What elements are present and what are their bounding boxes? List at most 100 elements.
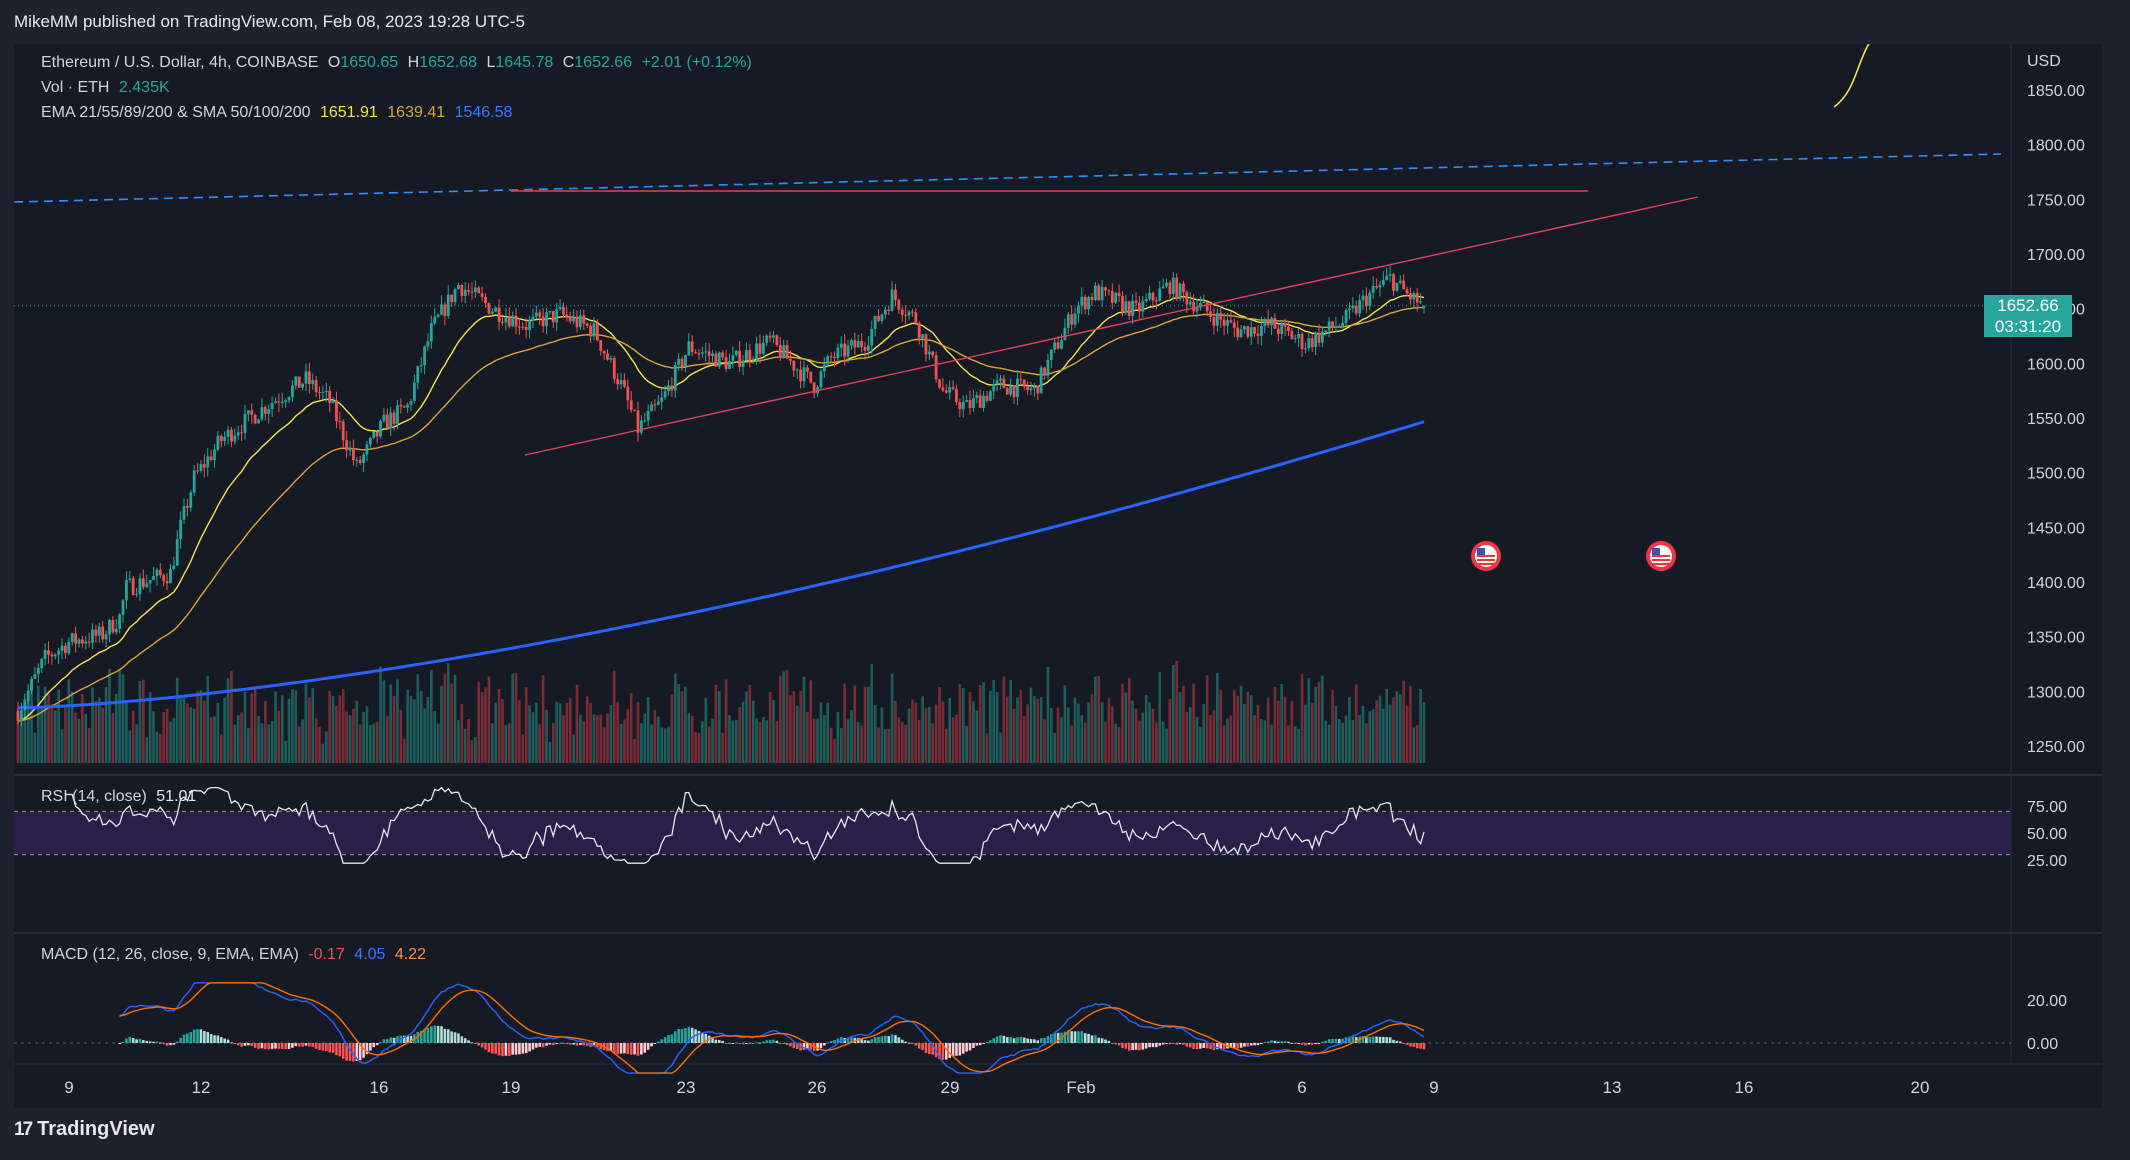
volume-bar <box>1249 695 1253 763</box>
volume-bar <box>643 713 647 763</box>
candle-body <box>1300 334 1304 350</box>
macd-hist-bar <box>243 1043 247 1046</box>
candle-body <box>77 639 81 644</box>
volume-bar <box>1141 712 1145 763</box>
chart-background <box>14 44 2102 1108</box>
macd-hist-bar <box>1036 1040 1040 1043</box>
candle-body <box>230 429 233 442</box>
candle-body <box>985 395 989 401</box>
volume-bar <box>711 718 714 763</box>
volume-bar <box>223 698 226 763</box>
candle-body <box>941 387 945 391</box>
macd-hist-bar <box>1124 1043 1128 1049</box>
candle-body <box>877 316 880 322</box>
candle-body <box>74 633 77 644</box>
candle-body <box>1029 388 1033 391</box>
candle-body <box>1388 274 1392 276</box>
volume-bar <box>209 717 213 763</box>
volume-bar <box>961 688 965 763</box>
macd-hist-bar <box>1287 1041 1290 1043</box>
candle-body <box>927 351 931 355</box>
macd-hist-bar <box>1300 1043 1304 1045</box>
macd-hist-bar <box>1290 1042 1294 1044</box>
candle-body <box>921 334 924 339</box>
tradingview-logo[interactable]: 17 TradingView <box>14 1118 155 1141</box>
candle-body <box>1151 292 1155 301</box>
macd-hist-bar <box>507 1043 511 1057</box>
candle-body <box>707 351 711 356</box>
volume-bar <box>37 685 40 763</box>
volume-bar <box>1283 696 1287 763</box>
macd-line <box>119 982 1425 1074</box>
volume-bar <box>728 714 731 763</box>
macd-hist-bar <box>1327 1039 1331 1043</box>
price-tick-label: 1750.00 <box>2027 192 2085 209</box>
macd-hist-bar <box>1222 1043 1226 1050</box>
candle-body <box>1273 318 1277 329</box>
macd-hist-bar <box>318 1043 321 1050</box>
macd-hist-bar <box>928 1043 931 1054</box>
macd-hist-bar <box>931 1043 935 1055</box>
candle-body <box>768 335 772 338</box>
time-tick-label: 9 <box>64 1078 73 1097</box>
volume-bar <box>1043 719 1046 763</box>
volume-bar <box>657 716 660 763</box>
macd-hist-bar <box>992 1038 996 1043</box>
macd-hist-bar <box>240 1043 243 1047</box>
candle-body <box>67 641 71 654</box>
candle-body <box>880 314 884 322</box>
volume-bar <box>680 691 684 763</box>
volume-bar <box>809 680 813 763</box>
volume-bar <box>707 726 711 763</box>
volume-bar <box>619 723 623 763</box>
volume-bar <box>402 738 406 763</box>
candle-body <box>1185 292 1189 305</box>
volume-bar <box>558 703 562 763</box>
volume-bar <box>267 724 271 763</box>
volume-bar <box>839 728 843 763</box>
volume-bar <box>297 726 301 763</box>
candle-body <box>304 371 308 384</box>
volume-bar <box>697 733 701 763</box>
candle-body <box>1381 280 1385 285</box>
candle-body <box>656 401 660 405</box>
macd-hist-bar <box>897 1037 901 1043</box>
volume-bar <box>917 719 921 763</box>
candle-body <box>399 405 403 407</box>
volume-bar <box>985 733 989 763</box>
candle-body <box>894 289 897 301</box>
candle-body <box>1148 292 1151 299</box>
volume-bar <box>1192 683 1195 763</box>
volume-bar <box>365 706 369 763</box>
chart-area[interactable]: USD 1850.00 1800.00 1750.00 1700.00 16 50.00 16… <box>14 44 2102 1108</box>
macd-hist-bar <box>1395 1040 1399 1043</box>
volume-bar <box>663 728 667 763</box>
candle-body <box>433 316 437 324</box>
macd-hist-bar <box>541 1043 545 1048</box>
candle-body <box>843 343 847 357</box>
macd-hist-bar <box>1080 1031 1084 1043</box>
macd-hist-bar <box>623 1043 626 1054</box>
volume-bar <box>995 692 999 763</box>
chart-canvas[interactable]: USD 1850.00 1800.00 1750.00 1700.00 16 50.00 16… <box>14 44 2102 1108</box>
candle-body <box>80 639 84 644</box>
candle-body <box>409 401 413 405</box>
volume-bar <box>521 734 525 763</box>
candle-body <box>748 350 752 360</box>
change-value: +2.01 (+0.12%) <box>641 54 752 71</box>
candle-body <box>1415 293 1419 303</box>
candle-body <box>260 407 264 420</box>
volume-bar <box>379 666 382 763</box>
us-flag-event-icon <box>1471 541 1501 571</box>
macd-hist-bar <box>446 1029 450 1043</box>
candle-body <box>972 398 975 408</box>
volume-bar <box>352 708 355 763</box>
macd-hist-bar <box>972 1043 975 1048</box>
macd-label: MACD (12, 26, close, 9, EMA, EMA) <box>41 946 299 963</box>
time-tick-label: 6 <box>1297 1078 1306 1097</box>
macd-hist-bar <box>609 1043 613 1052</box>
volume-bar <box>94 700 98 763</box>
volume-bar <box>1019 689 1023 763</box>
macd-hist-bar <box>1219 1043 1223 1049</box>
macd-hist-bar <box>911 1043 914 1044</box>
